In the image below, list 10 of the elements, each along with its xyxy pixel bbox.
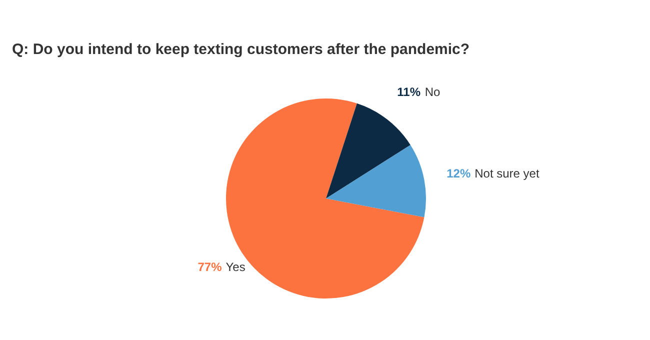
pie-slice: [226, 98, 424, 298]
slice-label: Yes: [226, 260, 246, 274]
slice-label: No: [424, 84, 440, 99]
pie-slice: [326, 103, 410, 198]
data-label: 12%: [446, 166, 471, 180]
chart-title: Q: Do you intend to keep texting customers after the pandemic?: [12, 41, 470, 58]
slice-label: Not sure yet: [474, 166, 540, 180]
data-label: 11%: [397, 84, 421, 99]
pie-slice: [326, 144, 426, 218]
data-label: 77%: [198, 260, 222, 274]
